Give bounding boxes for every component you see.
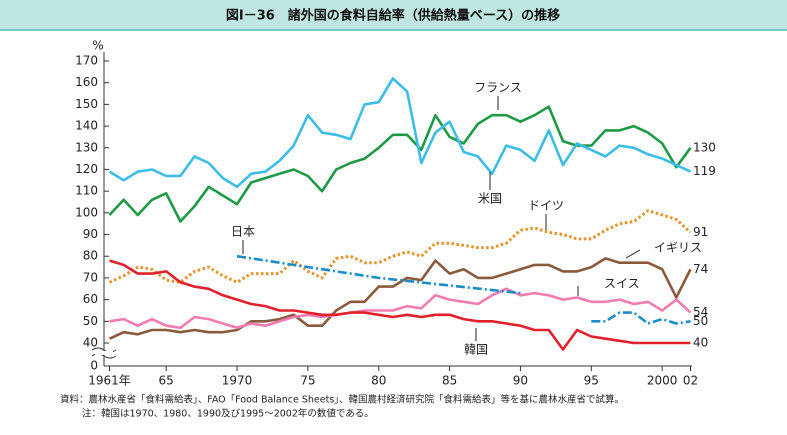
x-tick-label: 1970	[222, 374, 253, 388]
series-pointer	[625, 249, 641, 259]
x-tick-label: 02	[683, 374, 698, 388]
x-tick-label: 65	[159, 374, 174, 388]
series-name: イギリス	[654, 241, 702, 255]
end-label: 40	[693, 336, 708, 350]
source-note: 資料：農林水産省「食料需給表」、FAO「Food Balance Sheets」…	[60, 394, 624, 406]
y-tick-label: 110	[75, 184, 98, 198]
series-name: 韓国	[464, 343, 488, 357]
series-line	[108, 257, 692, 340]
series-line	[109, 259, 691, 351]
title-bar	[0, 0, 787, 30]
series-name: 日本	[231, 225, 255, 239]
chart-title: 図Ⅰ－36 諸外国の食料自給率（供給熱量ベース）の推移	[226, 8, 560, 24]
series-name: ドイツ	[528, 199, 564, 213]
end-label: 91	[693, 225, 708, 239]
y-tick-label: 60	[83, 292, 98, 306]
end-label: 50	[693, 314, 708, 328]
y-tick-label: 70	[83, 270, 98, 284]
footnote: 注：韓国は1970、1980、1990及び1995～2002年の数値である。	[82, 408, 374, 420]
x-tick-label: 2000	[647, 374, 678, 388]
series-line	[108, 105, 692, 223]
y-tick-label: 100	[75, 205, 98, 219]
series-name: スイス	[604, 277, 640, 291]
y-tick-label: 170	[75, 54, 98, 68]
x-tick-label: 1961年	[88, 374, 131, 388]
axis-break-gap	[95, 351, 113, 355]
series-line	[109, 287, 692, 330]
end-label: 119	[693, 164, 716, 178]
y-tick-label: 120	[75, 162, 98, 176]
x-tick-label: 90	[513, 374, 528, 388]
x-tick-label: 75	[300, 374, 315, 388]
end-label: 130	[693, 140, 716, 154]
y-tick-label: 140	[75, 119, 98, 133]
y-tick-label: 130	[75, 140, 98, 154]
series-name: 米国	[478, 192, 502, 206]
y-tick-label: 90	[83, 227, 98, 241]
series-line	[108, 77, 692, 189]
x-tick-label: 95	[584, 374, 599, 388]
end-label: 74	[693, 262, 708, 276]
y-tick-label: 80	[83, 249, 98, 263]
y-unit: %	[92, 39, 103, 53]
x-tick-label: 80	[371, 374, 386, 388]
y-tick-label: 50	[83, 314, 98, 328]
y-tick-label: 0	[90, 359, 98, 373]
y-tick-label: 150	[75, 97, 98, 111]
series-line	[236, 254, 691, 325]
y-tick-label: 40	[83, 336, 98, 350]
x-tick-label: 85	[442, 374, 457, 388]
end-label: 54	[693, 305, 708, 319]
y-tick-label: 160	[75, 75, 98, 89]
series-line	[108, 209, 692, 284]
series-name: フランス	[474, 81, 522, 95]
